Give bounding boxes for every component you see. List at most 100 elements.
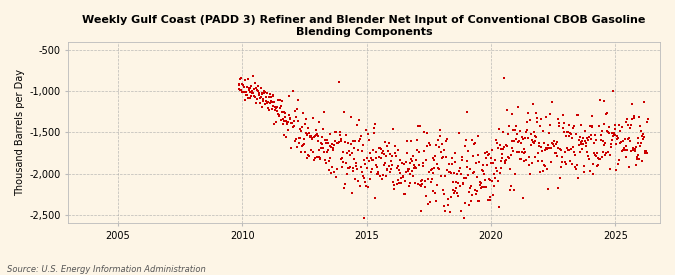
Point [506, 153, 516, 158]
Point [520, 136, 531, 141]
Point [364, 158, 375, 163]
Point [423, 202, 433, 206]
Point [388, 127, 399, 131]
Point [288, 125, 298, 129]
Point [639, 135, 649, 140]
Point [238, 83, 248, 87]
Point [528, 140, 539, 144]
Point [475, 183, 485, 188]
Point [639, 100, 649, 104]
Point [453, 194, 464, 198]
Point [566, 132, 576, 136]
Point [548, 139, 559, 143]
Point [500, 159, 511, 164]
Point [587, 171, 598, 176]
Point [583, 154, 593, 158]
Point [490, 175, 501, 180]
Point [626, 117, 637, 121]
Point [557, 160, 568, 164]
Point [553, 117, 564, 121]
Point [364, 150, 375, 155]
Point [403, 184, 414, 189]
Point [418, 164, 429, 169]
Point [500, 161, 510, 165]
Point [539, 163, 550, 168]
Point [444, 162, 455, 166]
Point [625, 139, 636, 143]
Point [603, 130, 614, 135]
Point [632, 157, 643, 161]
Point [542, 146, 553, 151]
Point [439, 209, 450, 214]
Point [434, 167, 445, 172]
Point [286, 121, 297, 125]
Point [252, 84, 263, 89]
Point [439, 204, 450, 208]
Point [438, 148, 449, 152]
Point [452, 190, 463, 195]
Point [329, 170, 340, 174]
Point [263, 100, 273, 104]
Point [543, 143, 554, 147]
Point [319, 150, 329, 154]
Point [525, 131, 536, 136]
Point [414, 123, 425, 128]
Point [624, 126, 635, 130]
Point [504, 156, 514, 160]
Point [447, 162, 458, 167]
Point [308, 116, 319, 120]
Point [335, 156, 346, 161]
Point [508, 188, 519, 192]
Point [565, 131, 576, 136]
Point [256, 90, 267, 95]
Point [305, 135, 316, 139]
Point [411, 158, 422, 162]
Point [631, 155, 642, 160]
Point [626, 149, 637, 153]
Point [566, 136, 577, 141]
Point [284, 117, 295, 121]
Point [454, 131, 464, 135]
Point [308, 135, 319, 139]
Point [621, 143, 632, 148]
Point [629, 149, 640, 153]
Point [399, 192, 410, 196]
Point [563, 130, 574, 134]
Point [604, 130, 615, 135]
Point [579, 163, 590, 168]
Point [408, 163, 419, 167]
Point [273, 98, 284, 103]
Point [467, 153, 478, 158]
Point [623, 123, 634, 128]
Point [374, 155, 385, 159]
Point [549, 151, 560, 156]
Point [503, 155, 514, 159]
Point [342, 166, 353, 170]
Point [477, 168, 487, 172]
Point [613, 161, 624, 166]
Point [574, 135, 585, 139]
Point [317, 146, 328, 150]
Point [380, 174, 391, 178]
Point [323, 159, 334, 163]
Point [312, 139, 323, 143]
Point [481, 156, 491, 160]
Point [426, 168, 437, 172]
Point [400, 170, 411, 174]
Point [543, 186, 554, 191]
Point [600, 141, 611, 146]
Point [622, 137, 633, 141]
Point [597, 139, 608, 143]
Point [348, 156, 359, 161]
Point [446, 195, 456, 200]
Point [462, 109, 473, 114]
Point [300, 131, 311, 135]
Point [605, 145, 616, 149]
Point [297, 124, 308, 129]
Point [268, 94, 279, 98]
Point [236, 81, 247, 86]
Point [259, 91, 269, 95]
Point [281, 119, 292, 123]
Point [538, 128, 549, 133]
Point [568, 150, 579, 154]
